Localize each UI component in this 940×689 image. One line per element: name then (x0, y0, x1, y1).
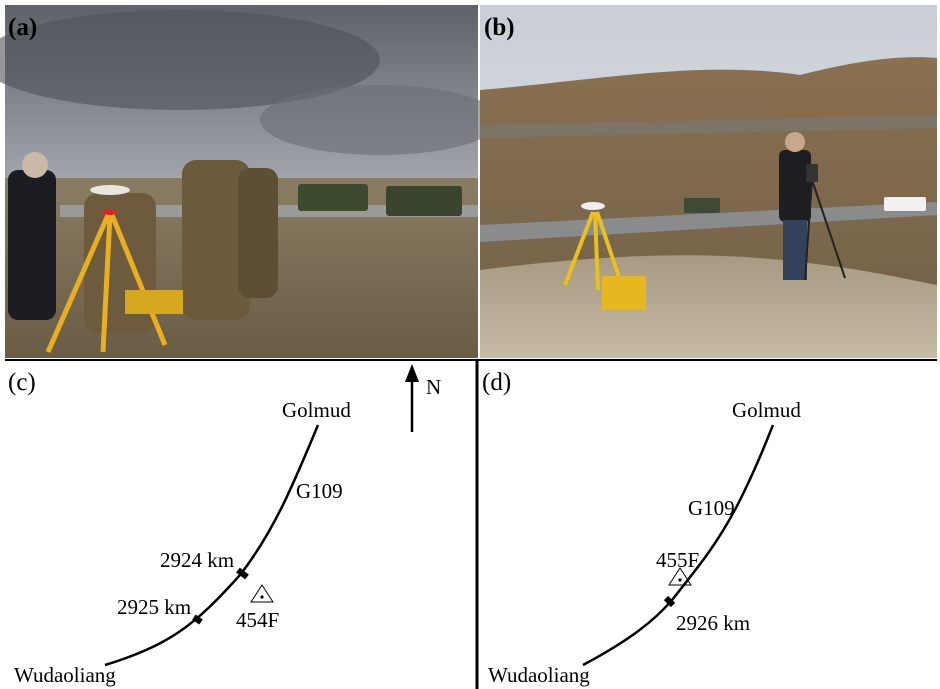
station-dot (678, 578, 682, 582)
km-marker (192, 614, 203, 625)
km-marker (236, 567, 249, 580)
road (104, 424, 320, 667)
station-label: 455F (656, 548, 699, 572)
map-c: (c) N Golmud G109 2924 km 2925 km 454F W… (8, 364, 441, 687)
station-symbol (668, 567, 692, 586)
panel-label: (d) (482, 369, 511, 396)
north-label: N (426, 375, 441, 399)
place-label: Wudaoliang (488, 663, 590, 687)
place-label: Wudaoliang (14, 663, 116, 687)
km-label: 2926 km (676, 611, 750, 635)
station-label: 454F (236, 608, 279, 632)
station-symbol (250, 584, 274, 603)
panel-label: (b) (484, 14, 515, 41)
place-label: Golmud (282, 398, 351, 422)
photo-b: (b) (480, 5, 937, 358)
place-label: Golmud (732, 398, 801, 422)
km-label: 2925 km (117, 595, 191, 619)
panel-label: (c) (8, 369, 36, 396)
road (582, 424, 775, 667)
road-label: G109 (688, 496, 735, 520)
photo-a: (a) (0, 5, 500, 358)
road-label: G109 (296, 479, 343, 503)
panel-label: (a) (8, 14, 37, 41)
km-label: 2924 km (160, 548, 234, 572)
map-d: (d) Golmud G109 455F 2926 km Wudaoliang (482, 369, 801, 687)
km-marker (663, 595, 676, 608)
station-dot (260, 595, 264, 599)
north-arrow-head (405, 364, 419, 382)
